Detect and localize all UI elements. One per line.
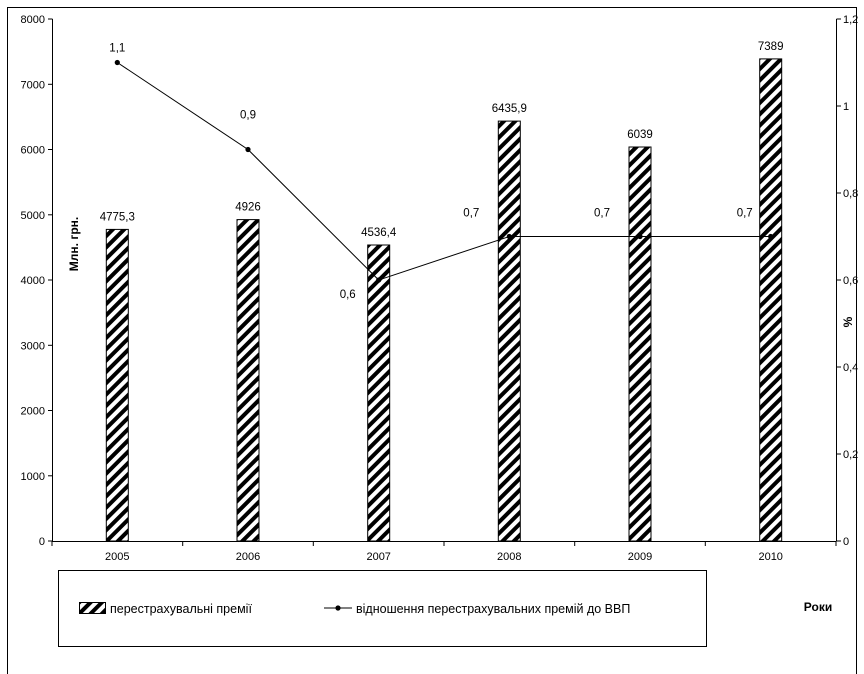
ratio-point-2008: [506, 233, 512, 240]
bar-2007: [367, 244, 391, 542]
y2-tick-label: 0,6: [843, 275, 858, 287]
legend-bar-swatch: [79, 602, 106, 614]
legend-line-marker: [335, 605, 341, 611]
bar-value-label: 4536,4: [361, 227, 397, 239]
bar-2005: [105, 228, 129, 542]
y-tick-label: 7000: [21, 79, 45, 91]
y-axis-title: Млн. грн.: [67, 217, 81, 271]
x-tick-label: 2009: [628, 551, 652, 563]
y-tick-label: 6000: [21, 145, 45, 157]
chart-border: [7, 7, 857, 674]
ratio-value-label: 0,6: [340, 289, 356, 301]
y-tick-label: 8000: [21, 14, 45, 26]
ratio-point-2006: [245, 146, 251, 153]
ratio-line: [117, 62, 771, 281]
ratio-value-label: 0,9: [240, 110, 256, 122]
ratio-value-label: 1,1: [109, 43, 125, 55]
ratio-point-2009: [637, 233, 643, 240]
ratio-point-2007: [376, 277, 382, 283]
legend-box: [58, 570, 707, 647]
y-tick-label: 4000: [21, 275, 45, 287]
x-tick-label: 2008: [497, 551, 521, 563]
x-axis-title: Роки: [804, 600, 832, 614]
y-tick-label: 5000: [21, 210, 45, 222]
y2-tick-label: 1: [843, 101, 849, 113]
x-tick-label: 2006: [236, 551, 260, 563]
y2-axis-title: %: [841, 316, 855, 327]
bar-2009: [628, 146, 652, 542]
x-tick-label: 2005: [105, 551, 129, 563]
bar-value-label: 4926: [235, 202, 261, 214]
y-tick-label: 2000: [21, 406, 45, 418]
bar-value-label: 6039: [627, 129, 653, 141]
ratio-point-2010: [768, 233, 774, 240]
legend: перестрахувальні премії відношення перес…: [58, 570, 707, 647]
ratio-value-label: 0,7: [463, 208, 479, 220]
legend-label-premiums: перестрахувальні премії: [110, 602, 252, 616]
ratio-value-label: 0,7: [594, 208, 610, 220]
ratio-value-label: 0,7: [737, 208, 753, 220]
y-tick-label: 1000: [21, 471, 45, 483]
x-tick-label: 2007: [366, 551, 390, 563]
x-tick-label: 2010: [758, 551, 782, 563]
y-tick-label: 0: [39, 536, 45, 548]
ratio-point-2005: [114, 59, 120, 66]
y2-tick-label: 0,4: [843, 362, 858, 374]
y2-tick-label: 0: [843, 536, 849, 548]
y2-tick-label: 0,2: [843, 449, 858, 461]
y2-tick-label: 0,8: [843, 188, 858, 200]
bar-2008: [497, 120, 521, 542]
bar-value-label: 4775,3: [100, 211, 135, 223]
bar-value-label: 6435,9: [492, 103, 527, 115]
y-tick-label: 3000: [21, 340, 45, 352]
bar-2010: [759, 58, 783, 542]
bar-2006: [236, 219, 260, 542]
bar-value-label: 7389: [758, 41, 784, 53]
y2-tick-label: 1,2: [843, 14, 858, 26]
legend-label-ratio: відношення перестрахувальних премій до В…: [356, 602, 630, 616]
